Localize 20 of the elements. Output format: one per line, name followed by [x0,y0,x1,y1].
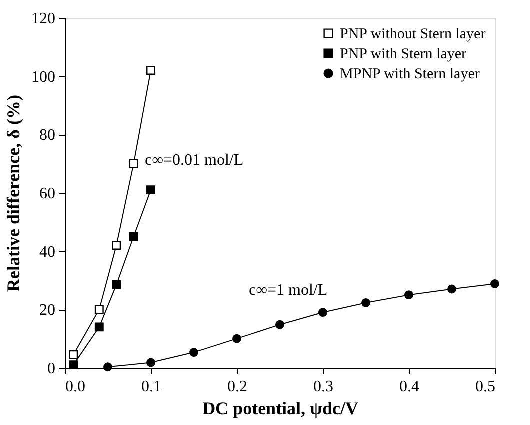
x-tick-label: 0.0 [66,378,86,396]
y-tick-label: 100 [32,68,56,86]
x-tick-label: 0.4 [400,378,420,396]
annotation: c∞=1 mol/L [249,282,328,299]
y-axis-title: Relative difference, δ (%) [4,95,24,292]
y-tick-label: 20 [40,302,56,320]
x-tick-label: 0.3 [314,378,334,396]
annotation: c∞=0.01 mol/L [145,152,244,169]
x-tick-label: 0.1 [142,378,162,396]
x-tick-label: 0.5 [476,378,496,396]
y-tick-label: 60 [40,186,56,202]
legend-label: MPNP with Stern layer [340,66,480,82]
y-tick-label: 120 [32,10,56,28]
legend-label: PNP without Stern layer [340,26,486,42]
x-axis-title: DC potential, ψdc/V [202,398,358,418]
y-tick-label: 80 [40,127,56,144]
y-tick-label: 0 [48,360,56,378]
legend-label: PNP with Stern layer [340,46,467,62]
x-tick-label: 0.2 [228,378,248,396]
y-tick-label: 40 [40,244,56,261]
